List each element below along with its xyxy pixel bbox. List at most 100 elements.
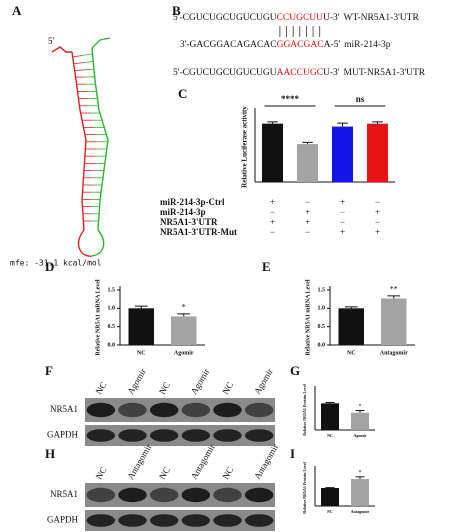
condition-sign: − xyxy=(340,207,345,217)
lane-label: NC xyxy=(94,465,109,481)
x-tick-label: Agomir xyxy=(174,350,194,356)
condition-sign: − xyxy=(375,217,380,227)
condition-sign: − xyxy=(340,217,345,227)
band xyxy=(118,514,147,527)
y-tick-label: 1.0 xyxy=(108,306,116,312)
significance: * xyxy=(359,404,362,410)
panel-label: D xyxy=(45,259,54,274)
y-tick-label: 0.5 xyxy=(108,324,116,330)
sequence-right: U-3' xyxy=(323,68,340,78)
base-pair xyxy=(83,61,94,63)
error-bar xyxy=(337,122,348,127)
significance: ** xyxy=(390,285,398,294)
lane-label: Agomir xyxy=(125,367,148,396)
x-tick-label: NC xyxy=(327,433,333,438)
band xyxy=(181,429,211,442)
sequence-right: A-5' xyxy=(324,40,341,50)
error-bar xyxy=(302,141,313,145)
tail xyxy=(91,37,111,49)
bar xyxy=(321,488,339,506)
condition-sign: + xyxy=(270,217,275,227)
loop xyxy=(91,229,105,257)
band xyxy=(244,514,274,527)
condition-sign: + xyxy=(340,197,345,207)
bar xyxy=(351,479,369,506)
base-pair xyxy=(84,68,95,71)
sequence: 3'-GACGGACAGACACGGACGACA-5' xyxy=(180,40,340,50)
band xyxy=(213,487,242,503)
base-pair xyxy=(74,69,85,71)
condition-sign: + xyxy=(305,207,310,217)
sequence-left: 5'-CGUCUGCUGUCUGU xyxy=(173,13,277,23)
lane-label: NC xyxy=(157,380,172,396)
condition-sign: − xyxy=(305,197,310,207)
five-prime: 5′ xyxy=(48,36,55,46)
row-label: NR5A1 xyxy=(50,489,78,499)
condition-sign: − xyxy=(305,227,310,237)
y-axis-label: Relative NR5A1 Protein Level xyxy=(302,383,307,435)
condition-sign: + xyxy=(340,227,345,237)
band xyxy=(213,514,242,527)
x-tick-label: NC xyxy=(327,509,333,514)
band xyxy=(86,514,116,527)
y-tick-label: 0.0 xyxy=(318,342,326,348)
error-bar xyxy=(372,121,383,124)
sequence-seed: CCUGCUU xyxy=(277,13,324,23)
error-bar xyxy=(344,306,358,309)
sequence-right: U-3' xyxy=(323,13,340,23)
y-axis-label: Relative NR5A1 Protein Level xyxy=(302,461,307,513)
panel-label: H xyxy=(45,446,55,461)
condition-name: NR5A1-3'UTR xyxy=(160,217,218,227)
mfe: mfe: -31.1 kcal/mol xyxy=(10,259,102,268)
band xyxy=(118,487,147,503)
band xyxy=(118,402,147,418)
band xyxy=(181,402,211,418)
panel-label: G xyxy=(290,363,300,378)
error-bar xyxy=(355,410,365,413)
sequence-left: 3'-GACGGACAGACAC xyxy=(180,40,277,50)
base-pair xyxy=(73,62,84,65)
lane-label: Agomir xyxy=(189,367,212,396)
band xyxy=(149,402,179,418)
x-tick-label: Antagomir xyxy=(380,350,408,356)
panel-label: E xyxy=(262,259,271,274)
y-tick-label: 0.0 xyxy=(108,342,116,348)
x-tick-label: NC xyxy=(137,350,146,356)
condition-sign: + xyxy=(305,217,310,227)
band xyxy=(86,487,116,503)
panel-label: F xyxy=(45,363,53,378)
panel-label: C xyxy=(178,86,187,101)
blot-background xyxy=(85,398,275,422)
condition-sign: + xyxy=(375,207,380,217)
bar xyxy=(297,144,318,182)
sequence-left: 5'-CGUCUGCUGUCUGU xyxy=(173,68,277,78)
band xyxy=(149,487,179,503)
condition-name: miR-214-3p xyxy=(160,207,206,217)
sequence-name: MUT-NR5A1-3'UTR xyxy=(344,68,426,78)
sequence: 5'-CGUCUGCUGUCUGUAACCUGCU-3' xyxy=(173,68,340,78)
significance: * xyxy=(182,303,186,312)
condition-sign: − xyxy=(270,207,275,217)
bar xyxy=(321,403,339,430)
y-tick-label: 1.5 xyxy=(108,287,116,293)
band xyxy=(118,429,147,442)
lane-label: Agomir xyxy=(252,367,275,396)
error-bar xyxy=(134,305,148,309)
bar xyxy=(338,308,364,345)
bar xyxy=(128,308,154,345)
bar xyxy=(262,123,283,182)
sequence: 5'-CGUCUGCUGUCUGUCCUGCUUU-3' xyxy=(173,13,340,23)
panel-label: A xyxy=(12,3,22,18)
row-label: GAPDH xyxy=(47,515,79,525)
comparison-label: **** xyxy=(281,94,300,104)
error-bar xyxy=(177,313,191,317)
rna-hairpin xyxy=(51,37,111,257)
error-bar xyxy=(355,476,365,479)
y-axis-label: Relative NR5A1 mRNA Level xyxy=(305,279,311,355)
bar xyxy=(171,316,197,345)
band xyxy=(244,402,274,418)
y-tick-label: 1.0 xyxy=(318,306,326,312)
band xyxy=(86,429,116,442)
condition-sign: − xyxy=(375,197,380,207)
